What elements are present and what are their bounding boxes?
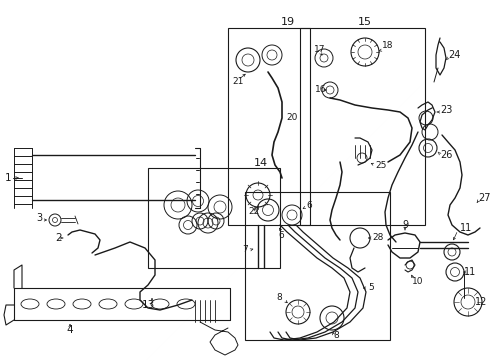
Text: 10: 10 [412, 278, 423, 287]
Text: 1: 1 [5, 173, 11, 183]
Text: 14: 14 [254, 158, 268, 168]
Text: 24: 24 [448, 50, 461, 60]
Text: 11: 11 [464, 267, 476, 277]
Text: 19: 19 [281, 17, 295, 27]
Bar [245, 192, 390, 340]
Text: 20: 20 [286, 113, 297, 122]
Bar [148, 168, 280, 268]
Text: 15: 15 [358, 17, 372, 27]
Text: 12: 12 [475, 297, 488, 307]
Text: 4: 4 [67, 325, 74, 335]
Text: 6: 6 [278, 230, 284, 239]
Text: 9: 9 [402, 220, 408, 230]
Text: 23: 23 [440, 105, 452, 115]
Text: 8: 8 [333, 332, 339, 341]
Text: 7: 7 [242, 246, 248, 255]
Text: 5: 5 [368, 284, 374, 292]
Text: 28: 28 [372, 234, 383, 243]
Text: 11: 11 [460, 223, 472, 233]
Text: 21: 21 [232, 77, 244, 86]
Text: 26: 26 [440, 150, 452, 160]
Text: 18: 18 [382, 41, 393, 50]
Text: 22: 22 [248, 207, 259, 216]
Bar [300, 28, 425, 225]
Text: 2: 2 [55, 233, 62, 243]
Text: 25: 25 [375, 161, 387, 170]
Text: 6: 6 [306, 201, 312, 210]
Text: 17: 17 [314, 45, 325, 54]
Text: 27: 27 [478, 193, 490, 203]
Text: 8: 8 [276, 293, 282, 302]
Text: 16: 16 [315, 85, 326, 94]
Bar [228, 28, 310, 225]
Text: 3: 3 [36, 213, 42, 223]
Text: 13: 13 [142, 300, 155, 310]
